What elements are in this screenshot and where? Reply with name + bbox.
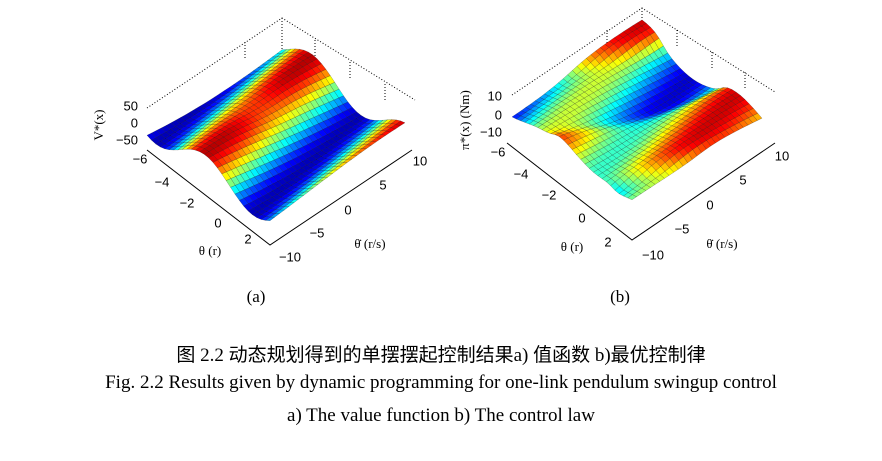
thetadot-label: θ̇ (r/s)	[354, 236, 385, 251]
thetadot-tick: 0	[344, 202, 351, 217]
theta-tick: −4	[514, 166, 529, 181]
z-tick: −50	[116, 132, 138, 147]
z-tick: 10	[488, 88, 502, 103]
theta-tick: 2	[244, 231, 251, 246]
theta-tick: −6	[491, 144, 506, 159]
thetadot-tick: 0	[706, 197, 713, 212]
z-tick: 0	[495, 107, 502, 122]
box-lines	[146, 7, 776, 109]
subcaption: (b)	[610, 287, 630, 306]
z-tick: −10	[480, 124, 502, 139]
caption-cn: 图 2.2 动态规划得到的单摆摆起控制结果a) 值函数 b)最优控制律	[176, 345, 706, 366]
theta-tick: −2	[180, 195, 195, 210]
surface-cell	[637, 19, 647, 27]
thetadot-tick: 5	[379, 177, 386, 192]
z-tick: 0	[131, 115, 138, 130]
surface-cell	[276, 49, 287, 54]
thetadot-tick: 10	[775, 148, 789, 163]
theta-tick: 0	[214, 215, 221, 230]
axis-lines	[146, 142, 776, 246]
thetadot-tick: −5	[675, 221, 690, 236]
thetadot-tick: −5	[310, 225, 325, 240]
theta-label: θ (r)	[561, 239, 583, 254]
theta-tick: −6	[133, 151, 148, 166]
thetadot-label: θ̇ (r/s)	[706, 236, 737, 251]
surfaces	[146, 19, 763, 221]
caption-en-2: a) The value function b) The control law	[287, 405, 595, 426]
theta-tick: 2	[604, 234, 611, 249]
theta-tick: −2	[542, 187, 557, 202]
caption-en: Fig. 2.2 Results given by dynamic progra…	[105, 372, 777, 393]
thetadot-tick: 5	[739, 172, 746, 187]
z-label: π*(x) (Nm)	[457, 90, 472, 150]
subcaption: (a)	[247, 287, 266, 306]
theta-tick: 0	[578, 210, 585, 225]
z-label: V*(x)	[91, 109, 106, 140]
thetadot-tick: 10	[413, 153, 427, 168]
z-tick: 50	[124, 98, 138, 113]
thetadot-tick: −10	[642, 247, 664, 262]
theta-tick: −4	[155, 174, 170, 189]
theta-label: θ (r)	[199, 243, 221, 258]
thetadot-tick: −10	[279, 249, 301, 264]
figure: V*(x) 50 0 −50 −6 −4 −2 0 2 θ (r) 10 5 0…	[91, 7, 789, 306]
